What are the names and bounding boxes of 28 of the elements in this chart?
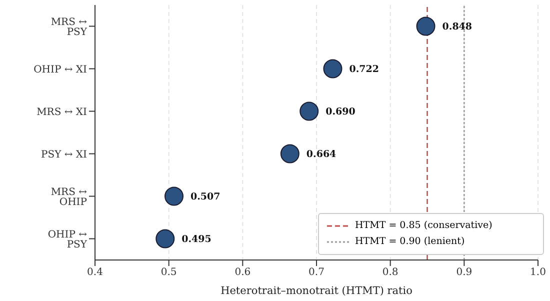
- ref-line-label: HTMT = 0.85 (conservative): [355, 219, 492, 233]
- y-tick-label: PSY ↔ XI: [41, 149, 88, 160]
- data-label: 0.848: [442, 22, 472, 33]
- data-label: 0.722: [349, 64, 380, 76]
- x-tick-label: 0.6: [234, 267, 251, 278]
- x-tick-label: 0.5: [160, 267, 177, 278]
- point: [323, 59, 342, 78]
- data-label: 0.690: [326, 106, 356, 118]
- x-tick-label: 0.4: [87, 267, 103, 278]
- y-tick-label: MRS ↔ OHIP: [50, 186, 88, 208]
- y-tick-label: OHIP ↔ XI: [34, 64, 88, 76]
- point: [416, 16, 436, 36]
- data-label: 0.507: [190, 192, 220, 203]
- y-tick-label: MRS ↔ XI: [36, 106, 88, 118]
- y-tick-label: MRS ↔ PSY: [50, 16, 88, 38]
- point: [164, 186, 184, 206]
- x-tick-label: 1.0: [530, 267, 546, 278]
- x-axis-title: Heterotrait–monotrait (HTMT) ratio: [220, 285, 412, 297]
- x-tick-label: 0.7: [308, 267, 324, 278]
- point: [300, 102, 319, 121]
- data-label: 0.495: [182, 234, 212, 246]
- x-tick-label: 0.9: [456, 267, 472, 278]
- point: [156, 229, 175, 248]
- data-label: 0.664: [306, 149, 337, 160]
- point: [280, 144, 300, 164]
- y-tick-label: OHIP ↔ PSY: [48, 229, 88, 250]
- ref-line-label: HTMT = 0.90 (lenient): [355, 235, 465, 249]
- x-tick-label: 0.8: [382, 267, 398, 278]
